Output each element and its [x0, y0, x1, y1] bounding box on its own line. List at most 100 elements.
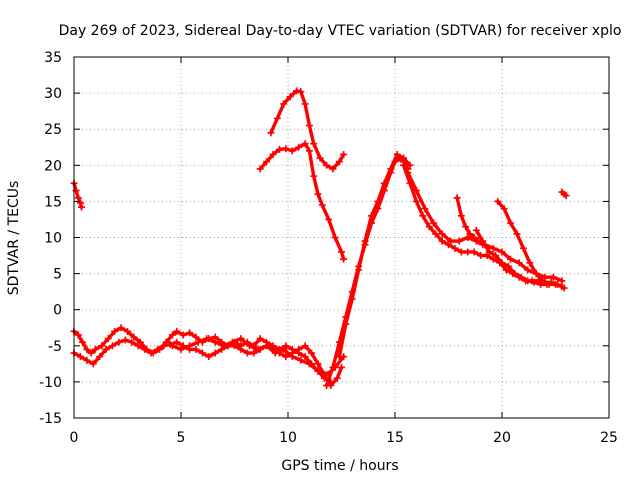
y-tick-label: 25	[44, 122, 62, 138]
data-point	[323, 161, 331, 169]
data-point	[128, 338, 136, 346]
data-point	[425, 223, 433, 231]
chart-axes: 0 5 10 15 20 25 -15 -10 -5 0 5 10 15 20 25 30 35	[39, 50, 618, 446]
y-tick-label: 0	[53, 303, 62, 319]
data-point	[98, 342, 106, 350]
data-point	[87, 349, 95, 357]
data-point	[254, 345, 262, 353]
data-point	[464, 248, 472, 256]
data-point	[470, 248, 478, 256]
data-point	[543, 280, 551, 288]
data-point	[250, 349, 258, 357]
data-point	[489, 255, 497, 263]
data-point	[286, 93, 294, 101]
data-point	[89, 360, 97, 368]
data-point	[404, 169, 412, 177]
data-point	[256, 335, 264, 343]
data-point	[479, 237, 487, 245]
data-point	[173, 338, 181, 346]
data-point	[271, 349, 279, 357]
data-point	[130, 333, 138, 341]
data-point	[511, 270, 519, 278]
y-tick-label: 20	[44, 158, 62, 174]
y-tick-label: -10	[39, 375, 62, 391]
data-point	[124, 327, 131, 335]
data-point	[323, 382, 331, 390]
data-point	[288, 353, 296, 361]
data-point	[192, 333, 200, 341]
data-point	[117, 324, 125, 332]
series-line	[258, 141, 346, 261]
data-point	[218, 345, 226, 353]
data-point	[361, 237, 369, 245]
data-point	[280, 100, 288, 108]
data-point	[507, 219, 515, 227]
data-point	[297, 356, 305, 364]
data-point	[472, 226, 480, 234]
data-point	[179, 331, 187, 339]
data-point	[492, 252, 500, 260]
data-point	[387, 165, 395, 173]
data-point	[342, 320, 350, 328]
data-point	[421, 205, 429, 213]
data-point	[104, 335, 112, 343]
data-point	[267, 129, 275, 137]
data-point	[111, 327, 119, 335]
y-tick-label: 5	[53, 267, 62, 283]
data-point	[297, 88, 305, 96]
data-point	[305, 122, 313, 130]
data-point	[273, 114, 281, 122]
data-point	[102, 345, 110, 353]
data-point	[462, 223, 470, 231]
data-point	[147, 349, 155, 357]
data-point	[263, 158, 271, 166]
y-tick-label: 30	[44, 86, 62, 102]
data-point	[280, 345, 288, 353]
data-point	[134, 342, 142, 350]
data-point	[192, 345, 200, 353]
data-point	[301, 140, 309, 148]
data-point	[494, 197, 502, 205]
series-line	[496, 199, 564, 289]
series-trace-rise-a	[323, 154, 412, 390]
data-point	[318, 201, 326, 209]
data-point	[194, 338, 202, 346]
data-point	[160, 342, 168, 350]
y-tick-label: -15	[39, 411, 62, 427]
series-line	[337, 152, 412, 359]
chart-series-layer	[70, 87, 570, 390]
data-point	[329, 363, 337, 371]
series-trace-morning-mid	[168, 335, 348, 379]
data-point	[400, 154, 408, 162]
data-point	[419, 212, 427, 220]
data-point	[524, 277, 532, 285]
data-point	[507, 255, 515, 263]
data-point	[115, 338, 123, 346]
data-point	[153, 345, 161, 353]
data-point	[532, 270, 540, 278]
data-point	[79, 338, 87, 346]
data-point	[295, 143, 303, 151]
data-point	[325, 215, 333, 223]
data-point	[331, 234, 339, 241]
data-point	[526, 259, 534, 267]
data-point	[316, 154, 324, 162]
data-point	[498, 259, 506, 267]
series-trace-late-c	[472, 226, 551, 288]
series-trace-late-spike	[453, 194, 487, 249]
data-point	[541, 273, 549, 281]
data-point	[517, 273, 525, 281]
data-point	[333, 374, 341, 382]
data-point	[237, 345, 245, 353]
data-point	[203, 335, 211, 343]
data-point	[211, 338, 219, 346]
chart-title: Day 269 of 2023, Sidereal Day-to-day VTE…	[59, 23, 622, 39]
data-point	[74, 194, 82, 202]
data-point	[305, 360, 313, 368]
x-tick-label: 25	[600, 430, 618, 446]
data-point	[282, 145, 290, 153]
data-point	[83, 345, 91, 353]
data-point	[485, 248, 493, 256]
series-line	[269, 89, 346, 171]
data-point	[412, 197, 420, 205]
